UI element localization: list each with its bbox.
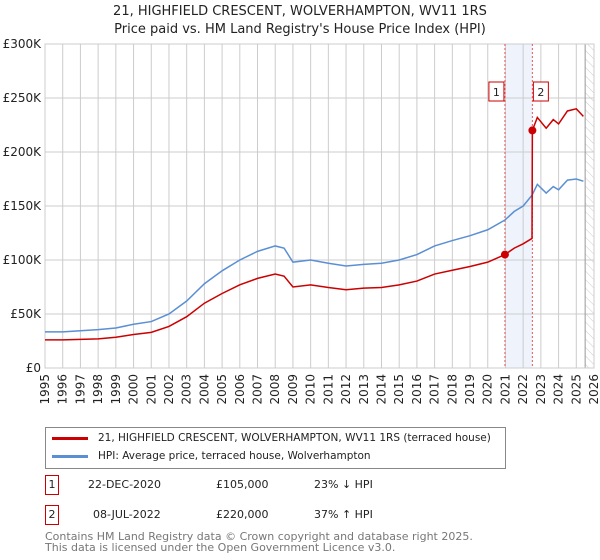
x-tick-label: 2005 [215, 374, 229, 405]
y-tick-label: £150K [3, 199, 43, 213]
hpi-line [45, 178, 584, 333]
sale-row-2: 2 08-JUL-2022 £220,000 37% ↑ HPI [45, 505, 445, 525]
legend-swatch-property [52, 436, 88, 440]
x-tick-label: 2025 [569, 374, 583, 405]
x-tick-label: 2014 [374, 374, 388, 405]
sale-price: £105,000 [216, 478, 269, 491]
legend-label-property: 21, HIGHFIELD CRESCENT, WOLVERHAMPTON, W… [98, 432, 491, 444]
footer-line-1: Contains HM Land Registry data © Crown c… [45, 530, 473, 543]
sale-label-box [488, 81, 505, 102]
legend: 21, HIGHFIELD CRESCENT, WOLVERHAMPTON, W… [45, 427, 506, 469]
x-tick-label: 2024 [552, 374, 566, 405]
sale-badge: 2 [45, 505, 59, 525]
y-tick-label: £250K [3, 91, 43, 105]
x-tick-label: 2021 [498, 374, 512, 405]
y-tick-label: £200K [3, 145, 43, 159]
x-tick-label: 2003 [180, 374, 194, 405]
sale-price: £220,000 [216, 508, 269, 521]
x-tick-label: 2004 [197, 374, 211, 405]
x-tick-label: 2018 [445, 374, 459, 405]
legend-swatch-hpi [52, 454, 88, 458]
sale-point [528, 126, 537, 135]
x-tick-label: 1999 [109, 374, 123, 405]
x-tick-label: 2015 [392, 374, 406, 405]
x-tick-label: 2002 [162, 374, 176, 405]
sale-label-box [532, 81, 549, 102]
sale-hpi-diff: 23% ↓ HPI [314, 478, 373, 491]
sale-date: 22-DEC-2020 [88, 478, 162, 491]
sale-hpi-diff: 37% ↑ HPI [314, 508, 373, 521]
x-tick-label: 2010 [304, 374, 318, 405]
x-tick-label: 2016 [410, 374, 424, 405]
x-tick-label: 2020 [481, 374, 495, 405]
sale-point [500, 250, 509, 259]
footer-line-2: This data is licensed under the Open Gov… [45, 541, 396, 554]
x-tick-label: 2022 [516, 374, 530, 405]
plot-border [44, 43, 595, 369]
x-tick-label: 2019 [463, 374, 477, 405]
forecast-hatch [585, 44, 594, 368]
x-tick-label: 1998 [91, 374, 105, 405]
sale-date: 08-JUL-2022 [93, 508, 161, 521]
x-tick-label: 2012 [339, 374, 353, 405]
sale-row-1: 1 22-DEC-2020 £105,000 23% ↓ HPI [45, 475, 445, 495]
sale-label: 2 [537, 86, 544, 99]
x-tick-label: 2023 [534, 374, 548, 405]
property-price-line [45, 107, 584, 341]
sale-label: 1 [493, 86, 500, 99]
legend-label-hpi: HPI: Average price, terraced house, Wolv… [98, 450, 371, 462]
x-tick-label: 1996 [56, 374, 70, 405]
x-tick-label: 2017 [428, 374, 442, 405]
footer: Contains HM Land Registry data © Crown c… [45, 531, 473, 553]
x-tick-label: 2001 [144, 374, 158, 405]
x-tick-label: 2000 [127, 374, 141, 405]
x-tick-label: 1997 [73, 374, 87, 405]
x-tick-label: 2006 [233, 374, 247, 405]
y-tick-label: £300K [3, 37, 43, 51]
chart-title: 21, HIGHFIELD CRESCENT, WOLVERHAMPTON, W… [113, 4, 487, 19]
x-tick-label: 2026 [587, 374, 600, 405]
x-tick-label: 2013 [357, 374, 371, 405]
x-tick-label: 2009 [286, 374, 300, 405]
x-tick-label: 2011 [321, 374, 335, 405]
y-tick-label: £100K [3, 253, 43, 267]
sale-badge: 1 [45, 475, 59, 495]
y-tick-label: £0 [26, 361, 41, 375]
y-tick-label: £50K [10, 307, 42, 321]
x-tick-label: 2007 [251, 374, 265, 405]
chart-subtitle: Price paid vs. HM Land Registry's House … [114, 22, 486, 37]
x-tick-label: 2008 [268, 374, 282, 405]
x-tick-label: 1995 [38, 374, 52, 405]
